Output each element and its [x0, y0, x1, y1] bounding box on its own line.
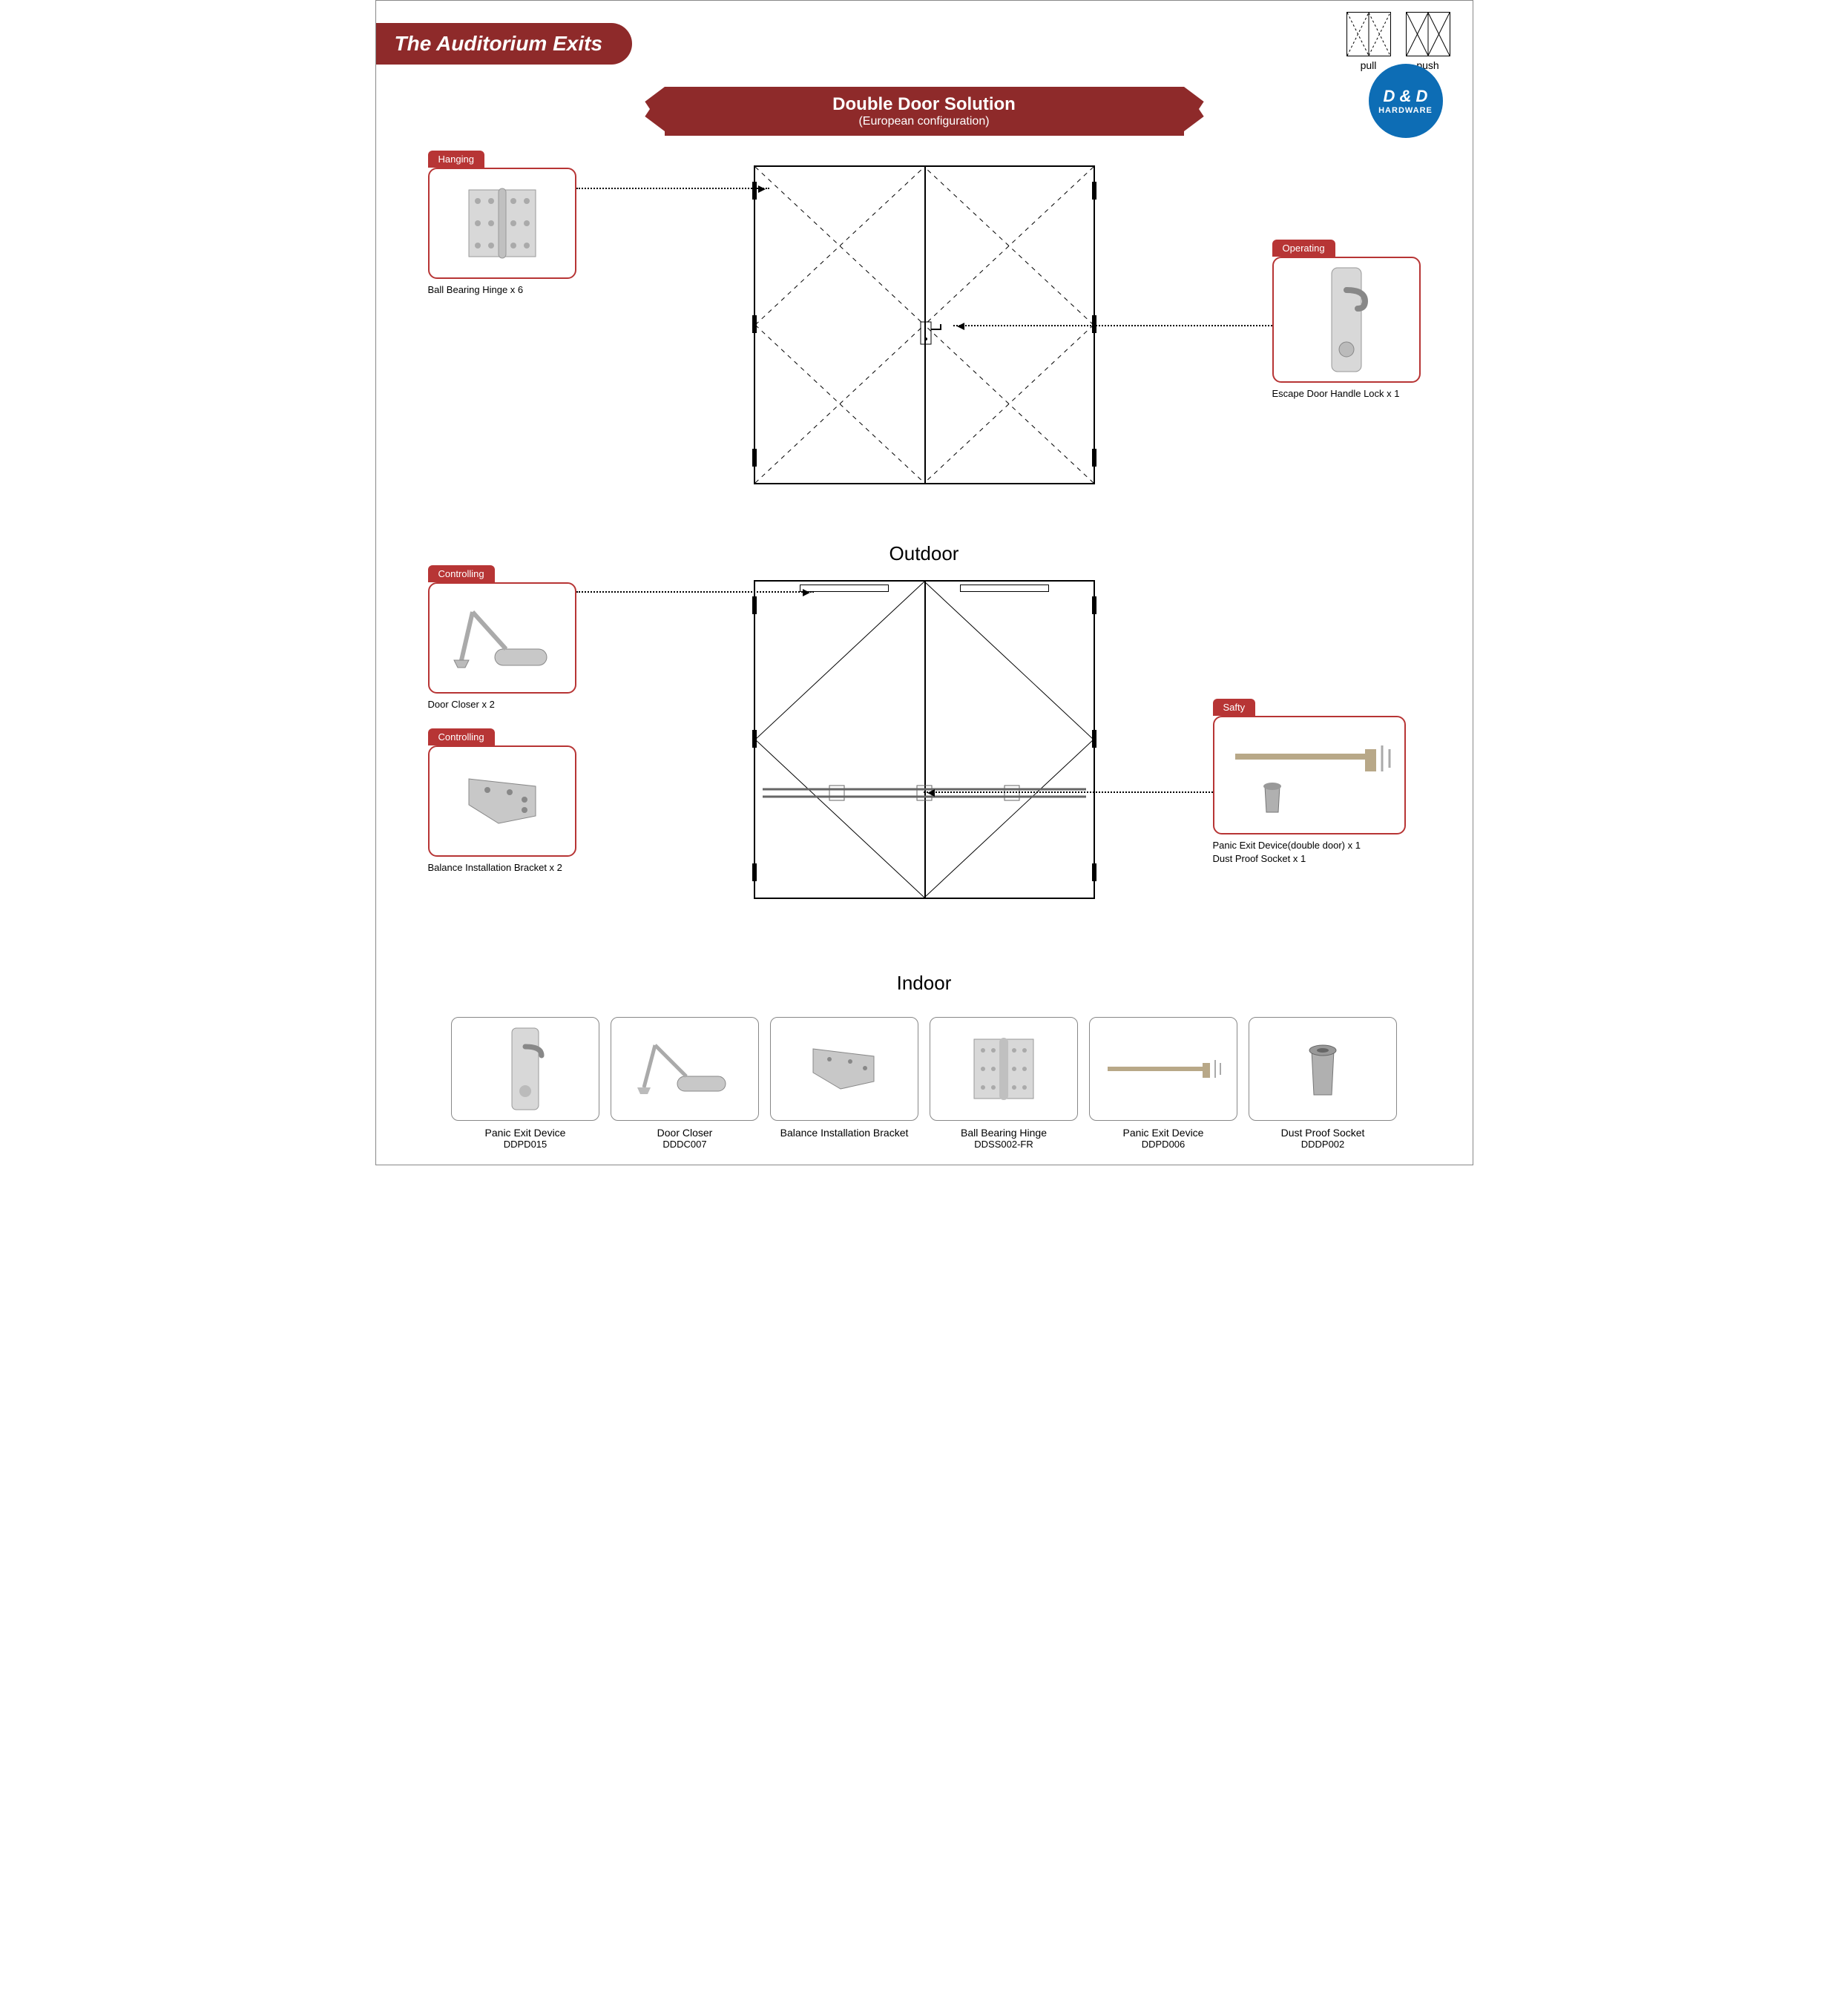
product-code: DDDP002	[1249, 1139, 1397, 1150]
dust-socket-icon	[1297, 1032, 1349, 1106]
product-name: Ball Bearing Hinge	[930, 1127, 1078, 1139]
door-swing-icons: pull push	[1346, 12, 1450, 71]
safety-tag: Safty	[1213, 699, 1256, 716]
product-code: DDSS002-FR	[930, 1139, 1078, 1150]
product-image-box	[611, 1017, 759, 1121]
logo-line2: HARDWARE	[1378, 106, 1433, 115]
push-icon-group: push	[1406, 12, 1450, 71]
controlling2-tag: Controlling	[428, 728, 495, 745]
product-name: Panic Exit Device	[1089, 1127, 1237, 1139]
connector-line	[576, 188, 769, 189]
hinge-icon	[461, 182, 543, 264]
product-item: Dust Proof Socket DDDP002	[1249, 1017, 1397, 1150]
product-code: DDPD006	[1089, 1139, 1237, 1150]
hinge-image-box	[428, 168, 576, 279]
indoor-label: Indoor	[398, 972, 1450, 995]
product-item: Panic Exit Device DDPD015	[451, 1017, 599, 1150]
logo-line1: D & D	[1384, 87, 1428, 106]
connector-line	[576, 591, 814, 593]
product-name: Dust Proof Socket	[1249, 1127, 1397, 1139]
panic-exit-handle-icon	[503, 1024, 548, 1113]
bracket-icon	[800, 1036, 889, 1102]
product-item: Balance Installation Bracket	[770, 1017, 918, 1150]
ribbon-wrap: Double Door Solution (European configura…	[628, 87, 1221, 136]
hanging-callout: Hanging Ball Bearing Hinge x 6	[428, 151, 576, 297]
product-item: Panic Exit Device DDPD006	[1089, 1017, 1237, 1150]
product-image-box	[1249, 1017, 1397, 1121]
product-image-box	[770, 1017, 918, 1121]
controlling2-caption: Balance Installation Bracket x 2	[428, 861, 576, 875]
page: pull push The Auditorium Exits Double Do…	[375, 0, 1473, 1165]
operating-callout: Operating Escape Door Handle Lock x 1	[1272, 240, 1421, 401]
product-image-box	[930, 1017, 1078, 1121]
product-name: Panic Exit Device	[451, 1127, 599, 1139]
ribbon-subtitle: (European configuration)	[665, 115, 1184, 128]
panic-device-image-box	[1213, 716, 1406, 834]
connector-line	[924, 791, 1213, 793]
product-row: Panic Exit Device DDPD015 Door Closer DD…	[398, 1017, 1450, 1150]
pull-door-icon	[1346, 12, 1391, 56]
push-door-icon	[1406, 12, 1450, 56]
panic-exit-icon	[1220, 727, 1398, 823]
brand-logo: D & D HARDWARE	[1369, 64, 1443, 138]
safety-callout: Safty Panic Exit Device(double door) x 1…	[1213, 699, 1421, 866]
product-image-box	[451, 1017, 599, 1121]
controlling1-caption: Door Closer x 2	[428, 698, 576, 711]
main-content: Hanging Ball Bearing Hinge x 6	[376, 151, 1473, 1150]
door-closer-image-box	[428, 582, 576, 694]
outdoor-label: Outdoor	[398, 542, 1450, 565]
pull-label: pull	[1346, 59, 1391, 71]
controlling1-tag: Controlling	[428, 565, 495, 582]
panic-bar-icon	[1100, 1047, 1226, 1091]
hinge-icon	[967, 1032, 1041, 1106]
bracket-image-box	[428, 745, 576, 857]
handle-lock-image-box	[1272, 257, 1421, 383]
safety-caption2: Dust Proof Socket x 1	[1213, 852, 1421, 866]
controlling2-callout: Controlling Balance Installation Bracket…	[428, 728, 576, 875]
safety-caption1: Panic Exit Device(double door) x 1	[1213, 839, 1421, 852]
product-code: DDPD015	[451, 1139, 599, 1150]
escape-handle-icon	[1321, 264, 1372, 375]
hanging-tag: Hanging	[428, 151, 484, 168]
product-item: Door Closer DDDC007	[611, 1017, 759, 1150]
product-image-box	[1089, 1017, 1237, 1121]
product-name: Door Closer	[611, 1127, 759, 1139]
connector-line	[953, 325, 1272, 326]
pull-icon-group: pull	[1346, 12, 1391, 71]
door-closer-icon	[450, 597, 554, 679]
ribbon-title: Double Door Solution	[665, 94, 1184, 115]
product-code: DDDC007	[611, 1139, 759, 1150]
indoor-section: Controlling Door Closer x 2 Controlling	[398, 565, 1450, 966]
door-closer-icon	[633, 1032, 737, 1106]
operating-tag: Operating	[1272, 240, 1335, 257]
indoor-door-frame	[754, 580, 1095, 899]
hanging-caption: Ball Bearing Hinge x 6	[428, 283, 576, 297]
operating-caption: Escape Door Handle Lock x 1	[1272, 387, 1421, 401]
bracket-icon	[454, 764, 550, 838]
door-handle-icon	[917, 318, 947, 348]
ribbon-banner: Double Door Solution (European configura…	[665, 87, 1184, 136]
controlling1-callout: Controlling Door Closer x 2	[428, 565, 576, 711]
product-item: Ball Bearing Hinge DDSS002-FR	[930, 1017, 1078, 1150]
product-name: Balance Installation Bracket	[770, 1127, 918, 1139]
page-title-banner: The Auditorium Exits	[376, 23, 633, 65]
outdoor-section: Hanging Ball Bearing Hinge x 6	[398, 151, 1450, 536]
